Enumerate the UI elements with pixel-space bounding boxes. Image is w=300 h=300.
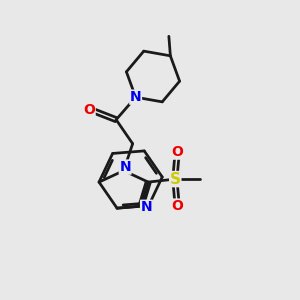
- Text: O: O: [83, 103, 95, 117]
- Text: O: O: [171, 199, 183, 213]
- Text: N: N: [130, 90, 142, 104]
- Text: N: N: [119, 160, 131, 174]
- Text: O: O: [171, 145, 183, 159]
- Text: S: S: [170, 172, 181, 187]
- Text: N: N: [141, 200, 152, 214]
